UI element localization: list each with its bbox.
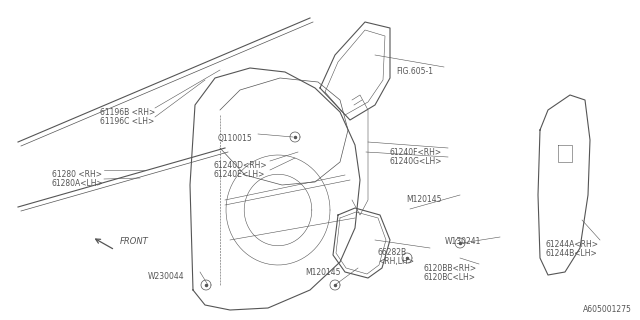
Text: 66282B: 66282B	[378, 248, 407, 257]
Text: 61196B <RH>: 61196B <RH>	[100, 108, 156, 117]
Text: <RH,LH>: <RH,LH>	[378, 257, 414, 266]
Text: 61280A<LH>: 61280A<LH>	[52, 179, 104, 188]
Text: Q110015: Q110015	[218, 134, 253, 143]
Text: 61240D<RH>: 61240D<RH>	[213, 161, 267, 170]
Text: FIG.605-1: FIG.605-1	[396, 67, 433, 76]
Text: 61240E<LH>: 61240E<LH>	[213, 170, 264, 179]
Text: 61244A<RH>: 61244A<RH>	[545, 240, 598, 249]
Text: 61240G<LH>: 61240G<LH>	[390, 157, 442, 166]
Text: 61280 <RH>: 61280 <RH>	[52, 170, 102, 179]
Text: 61196C <LH>: 61196C <LH>	[100, 117, 154, 126]
Text: M120145: M120145	[406, 195, 442, 204]
Text: 61240F<RH>: 61240F<RH>	[390, 148, 442, 157]
Text: A605001275: A605001275	[583, 305, 632, 314]
Text: 6120BC<LH>: 6120BC<LH>	[424, 273, 476, 282]
Text: W230044: W230044	[148, 272, 184, 281]
Text: FRONT: FRONT	[120, 237, 148, 246]
Text: M120145: M120145	[305, 268, 340, 277]
Text: 6120BB<RH>: 6120BB<RH>	[424, 264, 477, 273]
Text: W130241: W130241	[445, 237, 481, 246]
Text: 61244B<LH>: 61244B<LH>	[545, 249, 596, 258]
